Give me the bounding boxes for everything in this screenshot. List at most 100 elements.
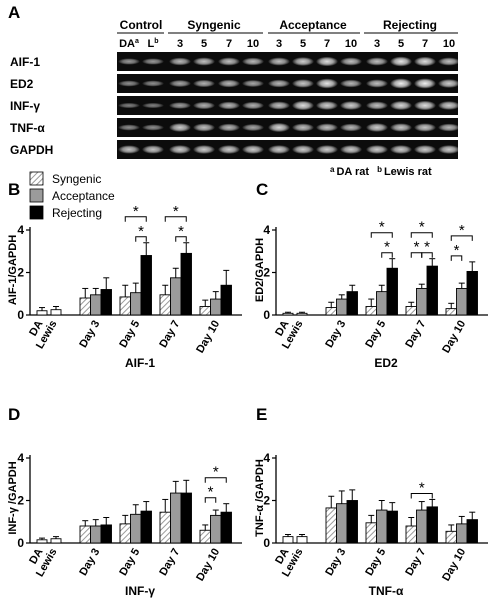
bar-rejecting [346, 500, 358, 544]
x-tick-label: Day 10 [440, 319, 468, 356]
bar-syngenic [365, 522, 377, 544]
gel-band [316, 101, 338, 110]
gel-row-label: AIF-1 [10, 55, 40, 69]
gel-band [414, 145, 436, 154]
x-tick-label: Day 10 [194, 547, 222, 584]
bar-acceptance [416, 287, 428, 316]
bar-syngenic [445, 530, 457, 544]
gel-band [292, 79, 314, 88]
significance-bracket [164, 216, 187, 222]
gel-band [438, 101, 460, 110]
gel-band [118, 58, 140, 65]
y-tick-label: 2 [263, 266, 270, 280]
gel-band [414, 100, 436, 111]
gel-lane-label-day: 5 [300, 38, 306, 50]
gel-footnote: a DA rat b Lewis rat [330, 165, 432, 178]
bar-acceptance [456, 523, 468, 544]
bar-rejecting [386, 510, 398, 544]
bar-rejecting [466, 519, 478, 544]
gel-lane-label-day: 10 [443, 38, 455, 50]
bar-rejecting [220, 511, 232, 544]
gel-band [268, 57, 290, 66]
legend-swatch [29, 188, 44, 203]
gel-band [218, 123, 240, 132]
significance-star: * [419, 219, 425, 236]
significance-star: * [459, 222, 465, 239]
gel-band [193, 101, 215, 110]
footnote-a-text: DA rat [336, 166, 369, 178]
gel-band [414, 78, 436, 89]
gel-band [366, 123, 388, 132]
bar-acceptance [416, 509, 428, 544]
x-axis-title: TNF-α [369, 584, 404, 598]
gel-lane-label-day: 7 [324, 38, 330, 50]
legend-label: Syngenic [52, 172, 101, 186]
significance-star: * [133, 203, 139, 220]
x-tick-label: Day 5 [363, 547, 388, 578]
gel-band [366, 57, 388, 66]
gel-row-label: TNF-α [10, 121, 45, 135]
gel-band [390, 56, 412, 67]
x-tick-label: Day 3 [77, 547, 102, 578]
y-tick-label: 0 [263, 536, 270, 550]
significance-bracket [204, 497, 217, 503]
gel-band [142, 80, 164, 87]
gel-band [268, 122, 290, 133]
significance-star: * [173, 203, 179, 220]
bar-control [36, 310, 48, 316]
bar-acceptance [336, 503, 348, 544]
gel-band [390, 123, 412, 132]
gel-band [193, 57, 215, 66]
significance-bracket [175, 236, 187, 242]
gel-band [218, 145, 240, 154]
bar-rejecting [346, 291, 358, 316]
gel-lane-label-day: 10 [247, 38, 259, 50]
x-tick-label: Day 10 [194, 319, 222, 356]
gel-band [268, 79, 290, 88]
gel-band [340, 123, 362, 132]
bar-syngenic [445, 308, 457, 316]
bar-syngenic [325, 507, 337, 544]
significance-bracket [410, 492, 433, 499]
gel-band [316, 123, 338, 132]
y-tick-label: 0 [17, 536, 24, 550]
gel-band [390, 145, 412, 154]
legend: Syngenic Acceptance Rejecting [29, 171, 115, 220]
y-tick-label: 0 [17, 308, 24, 322]
significance-bracket [450, 235, 473, 241]
gel-band [390, 78, 412, 89]
x-tick-label: Day 10 [440, 547, 468, 584]
bar-syngenic [79, 525, 91, 544]
gel-band [193, 123, 215, 132]
gel-band [292, 57, 314, 66]
gel-lane-label-day: 10 [345, 38, 357, 50]
x-axis-title: INF-γ [125, 584, 155, 598]
bar-syngenic [79, 297, 91, 316]
gel-lane-label-day: 3 [177, 38, 183, 50]
bar-syngenic [405, 525, 417, 544]
bar-control [36, 539, 48, 544]
gel-band [390, 100, 412, 111]
bar-rejecting [386, 267, 398, 316]
footnote-b-sup: b [377, 165, 382, 174]
gel-band [242, 79, 264, 88]
gel-band [169, 145, 191, 154]
gel-band [142, 58, 164, 65]
gel-band [340, 101, 362, 110]
gel-band [438, 79, 460, 88]
legend-label: Acceptance [52, 189, 115, 203]
gel-band [193, 145, 215, 154]
x-tick-label: Day 7 [157, 547, 182, 578]
panel-letter: E [256, 405, 267, 424]
x-tick-label: Day 3 [323, 319, 348, 350]
gel-band [366, 79, 388, 88]
gel-lane-label-text: DA [119, 38, 135, 50]
bar-syngenic [119, 296, 131, 316]
gel-band [193, 79, 215, 88]
y-axis-label: ED2/GAPDH [254, 238, 266, 302]
bar-acceptance [170, 277, 182, 316]
